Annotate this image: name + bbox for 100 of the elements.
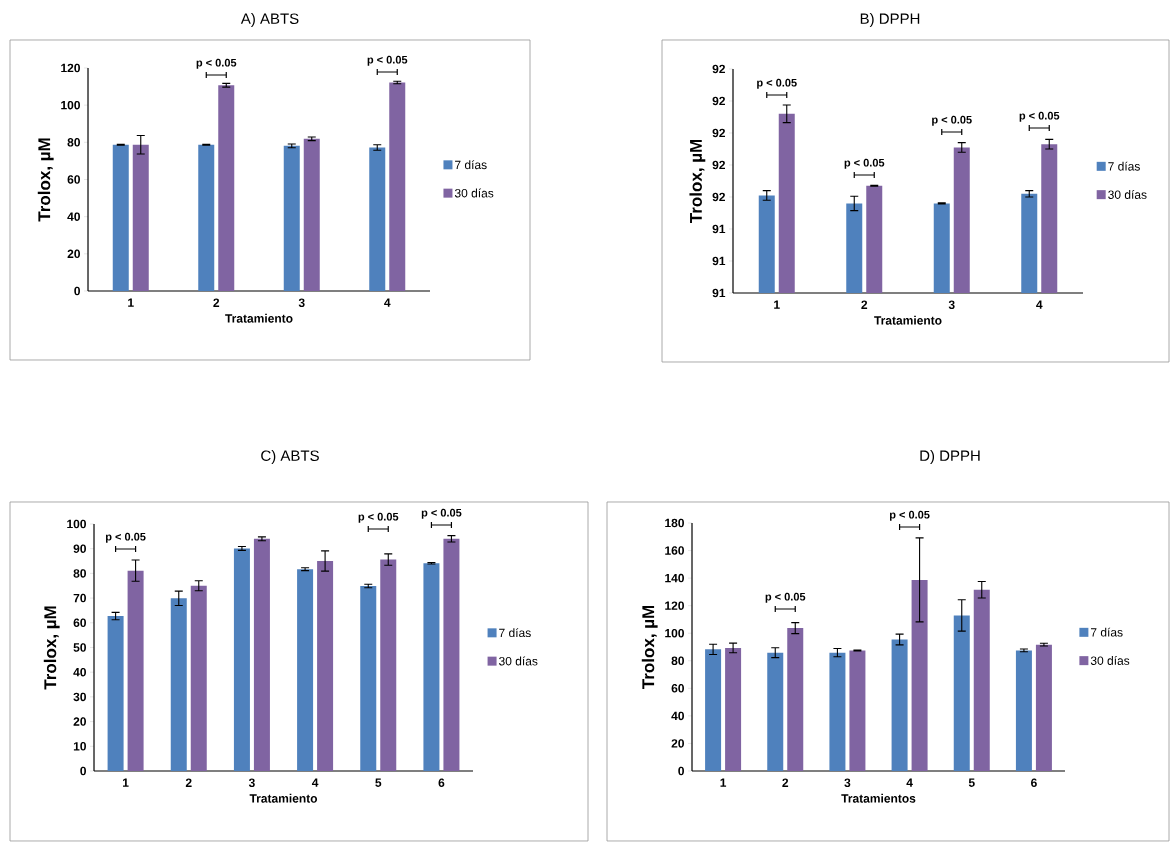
y-tick-label: 180 <box>665 518 684 528</box>
bar <box>767 652 784 771</box>
bar <box>973 589 990 771</box>
x-tick-label: 2 <box>861 300 868 309</box>
bar <box>127 570 144 771</box>
y-tick-label: 40 <box>73 667 86 677</box>
y-axis-title: Trolox, µM <box>641 605 658 689</box>
legend-label: 30 días <box>1108 189 1147 199</box>
annotation: p < 0.05 <box>196 58 237 69</box>
x-tick-label: 1 <box>123 778 129 787</box>
x-tick-label: 3 <box>248 778 255 788</box>
chart-title: D) DPPH <box>920 449 980 464</box>
y-tick-label: 100 <box>61 100 80 110</box>
bar <box>218 85 235 291</box>
x-axis-title: Tratamiento <box>874 315 942 325</box>
y-tick-label: 0 <box>80 766 86 776</box>
y-tick-label: 80 <box>73 569 86 578</box>
chart-title: B) DPPH <box>860 13 920 27</box>
y-axis-title: Trolox, µM <box>43 606 60 690</box>
annotation: p < 0.05 <box>105 532 146 543</box>
x-tick-label: 6 <box>438 778 445 788</box>
legend-label: 7 días <box>455 160 487 170</box>
x-tick-label: 4 <box>1036 300 1043 309</box>
bar <box>112 144 129 291</box>
text: p < 0.05 <box>421 508 462 519</box>
y-tick-label: 100 <box>665 628 684 638</box>
x-tick-label: 4 <box>311 778 319 787</box>
bar <box>132 144 149 291</box>
bar <box>829 652 846 771</box>
y-tick-label: 10 <box>73 742 86 751</box>
y-tick-label: 91 <box>712 256 726 266</box>
y-tick-label: 92 <box>712 96 725 106</box>
legend-label: 7 días <box>499 628 531 638</box>
bar <box>233 548 250 771</box>
x-tick-label: 4 <box>384 298 391 307</box>
bar <box>198 144 215 291</box>
x-tick-label: 2 <box>185 778 192 787</box>
x-tick-label: 2 <box>782 778 789 787</box>
y-tick-label: 70 <box>73 593 86 603</box>
bar <box>891 639 908 771</box>
bar <box>380 559 397 771</box>
annotation: p < 0.05 <box>757 78 797 89</box>
y-tick-label: 60 <box>671 684 684 693</box>
y-tick-label: 120 <box>665 601 684 610</box>
y-tick-label: 20 <box>671 739 684 748</box>
chart-title: C) ABTS <box>261 449 319 464</box>
bar <box>443 538 460 771</box>
legend-label: 30 días <box>499 656 538 666</box>
annotation: p < 0.05 <box>844 158 885 169</box>
bar <box>107 616 124 771</box>
annotation: p < 0.05 <box>932 115 972 126</box>
y-tick-label: 0 <box>678 766 684 776</box>
y-tick-label: 80 <box>67 138 80 147</box>
bar <box>360 585 377 771</box>
bar <box>190 585 207 771</box>
bar <box>389 82 406 291</box>
x-tick-label: 3 <box>948 300 955 310</box>
bar <box>725 647 742 771</box>
y-tick-label: 92 <box>712 64 725 74</box>
x-tick-label: 6 <box>1031 778 1037 788</box>
text: p < 0.05 <box>358 512 399 523</box>
x-tick-label: 1 <box>128 298 134 307</box>
bar <box>1015 650 1032 771</box>
y-tick-label: 91 <box>712 288 726 298</box>
y-tick-label: 140 <box>665 573 684 583</box>
x-axis-title: Tratamiento <box>249 793 318 803</box>
y-tick-label: 160 <box>665 546 684 555</box>
x-tick-label: 5 <box>968 778 975 787</box>
bar <box>253 538 270 771</box>
y-tick-label: 80 <box>671 656 684 666</box>
bar <box>423 563 440 771</box>
x-tick-label: 3 <box>298 298 305 308</box>
x-axis-title: Tratamiento <box>225 313 293 323</box>
y-tick-label: 0 <box>74 286 80 296</box>
bar <box>787 628 804 771</box>
y-axis-title: Trolox, µM <box>689 139 706 224</box>
y-tick-label: 40 <box>671 711 684 721</box>
bar <box>170 598 187 771</box>
y-tick-label: 120 <box>61 63 80 73</box>
y-tick-label: 20 <box>73 717 86 726</box>
x-tick-label: 1 <box>720 778 727 787</box>
text: p < 0.05 <box>367 55 408 66</box>
legend-label: 30 días <box>454 188 494 198</box>
bar <box>911 579 928 771</box>
bar <box>849 650 866 771</box>
bar <box>1035 644 1052 771</box>
y-tick-label: 50 <box>73 643 86 652</box>
x-tick-label: 5 <box>375 778 382 787</box>
chart-title: A) ABTS <box>240 13 299 27</box>
y-tick-label: 20 <box>67 249 80 259</box>
legend-label: 7 días <box>1108 161 1140 171</box>
y-tick-label: 90 <box>73 544 86 553</box>
y-tick-label: 92 <box>712 192 725 202</box>
x-tick-label: 1 <box>774 300 780 309</box>
x-tick-label: 2 <box>213 298 220 307</box>
y-tick-label: 92 <box>712 128 725 138</box>
y-tick-label: 30 <box>73 692 86 702</box>
y-tick-label: 60 <box>73 618 86 628</box>
y-tick-label: 91 <box>712 224 726 234</box>
bar <box>317 561 334 771</box>
